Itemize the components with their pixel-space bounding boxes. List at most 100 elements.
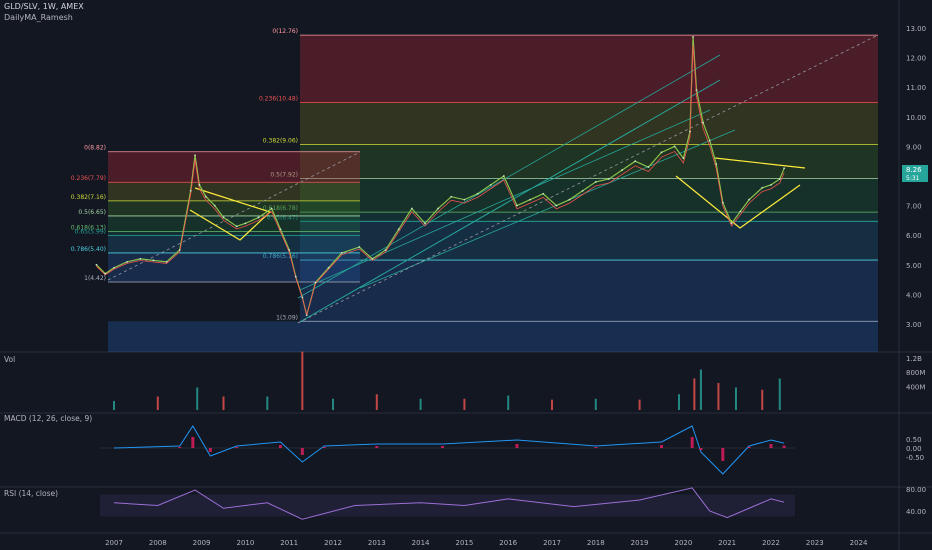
fib-level-label: 1(3.09) xyxy=(276,314,298,321)
price-point xyxy=(555,204,558,207)
rsi-band xyxy=(100,494,795,517)
fib-zone xyxy=(108,151,360,183)
price-point xyxy=(104,272,107,275)
macd-axis: 0.500.00-0.50 xyxy=(906,436,924,462)
macd-histogram-bar xyxy=(375,446,379,448)
volume-bar xyxy=(693,378,696,410)
volume-bar xyxy=(222,396,225,410)
macd-series xyxy=(100,425,795,475)
time-tick: 2010 xyxy=(236,539,254,547)
macd-tick: -0.50 xyxy=(906,454,924,462)
time-tick: 2022 xyxy=(762,539,780,547)
price-point xyxy=(647,166,650,169)
fib-level-label: 1(4.42) xyxy=(84,275,106,282)
volume-bar xyxy=(678,394,681,410)
indicator-label[interactable]: DailyMA_Ramesh xyxy=(4,13,73,22)
fib-zone xyxy=(300,35,878,103)
fib-zone xyxy=(300,260,878,322)
price-point xyxy=(489,183,492,186)
price-point xyxy=(113,266,115,269)
price-point xyxy=(314,281,317,284)
fib-retracement-small[interactable]: 0(8.82) 0.236(7.79) 0.382(7.16) 0.5(6.65) 0.… xyxy=(71,145,360,283)
price-point xyxy=(692,35,694,38)
price-point xyxy=(397,228,400,231)
fib-zone xyxy=(300,212,878,222)
fib-zone xyxy=(300,221,878,261)
price-point xyxy=(660,151,663,154)
volume-axis: 1.2B 800M 400M xyxy=(906,355,925,392)
fib-level-label: 0.236(7.79) xyxy=(71,175,106,182)
macd-histogram-bar xyxy=(235,447,239,448)
time-tick: 2012 xyxy=(324,539,342,547)
time-tick: 2017 xyxy=(543,539,561,547)
price-tick: 6.00 xyxy=(906,232,922,240)
price-point xyxy=(410,207,413,210)
price-point xyxy=(783,167,786,170)
price-point xyxy=(739,210,742,213)
trend-channel[interactable] xyxy=(107,34,879,324)
price-series[interactable] xyxy=(95,35,786,317)
fib-level-label: 0.618(6.78) xyxy=(263,205,298,212)
price-point xyxy=(189,189,192,192)
rsi-tick: 40.00 xyxy=(906,508,926,516)
triangle-patterns[interactable] xyxy=(189,157,806,241)
price-point xyxy=(152,259,155,262)
macd-tick: 0.50 xyxy=(906,436,922,444)
price-point xyxy=(294,275,297,278)
macd-histogram-bar xyxy=(594,447,598,448)
fib-level-label: 0.786(5.16) xyxy=(263,253,298,260)
time-tick: 2021 xyxy=(718,539,736,547)
price-tick: 13.00 xyxy=(906,25,926,33)
volume-bar xyxy=(734,387,737,410)
price-point xyxy=(139,257,142,260)
macd-histogram-bar xyxy=(747,447,751,448)
fib-level-label: 0.382(9.06) xyxy=(263,138,298,145)
fib-zone xyxy=(300,178,878,213)
fib-zone xyxy=(108,235,360,253)
price-point xyxy=(305,314,308,317)
price-point xyxy=(437,207,440,210)
chart-symbol-title[interactable]: GLD/SLV, 1W, AMEX xyxy=(4,2,84,11)
time-tick: 2013 xyxy=(368,539,386,547)
fib-zone xyxy=(108,200,360,216)
price-point xyxy=(198,183,201,186)
price-point xyxy=(384,249,387,251)
time-tick: 2016 xyxy=(499,539,517,547)
price-point xyxy=(594,181,597,183)
price-tick: 4.00 xyxy=(906,291,922,299)
time-tick: 2015 xyxy=(455,539,473,547)
time-tick: 2009 xyxy=(193,539,211,547)
time-tick: 2020 xyxy=(674,539,692,547)
price-point xyxy=(715,163,718,166)
volume-tick: 400M xyxy=(906,384,925,392)
fib-level-label: 0(12.76) xyxy=(272,28,298,35)
fib-level-label: 0.236(10.48) xyxy=(259,96,298,103)
volume-bar xyxy=(419,398,422,410)
rsi-axis: 80.00 40.00 xyxy=(906,486,926,516)
volume-bar xyxy=(551,399,553,410)
macd-histogram-bar xyxy=(322,447,326,448)
price-point xyxy=(581,189,584,192)
price-tick: 12.00 xyxy=(906,55,926,63)
volume-bar xyxy=(761,389,764,410)
volume-bar xyxy=(266,396,269,410)
fib-level-label: 0(8.82) xyxy=(84,145,106,152)
price-point xyxy=(730,222,733,225)
volume-tick: 800M xyxy=(906,369,925,377)
volume-bar xyxy=(507,395,510,410)
time-axis[interactable]: 2007 2008 2009 2010 2011 2012 2013 2014 2015 2016… xyxy=(105,539,868,547)
macd-histogram-bar xyxy=(769,444,773,448)
fib-level-label: 0.65(6.47) xyxy=(267,214,298,221)
price-tick: 11.00 xyxy=(906,84,926,92)
price-point xyxy=(244,222,247,225)
rsi-series xyxy=(100,487,795,520)
volume-bar xyxy=(594,398,597,410)
macd-histogram-bar xyxy=(699,448,703,450)
volume-bar xyxy=(778,378,781,410)
price-point xyxy=(126,260,129,263)
fib-zone xyxy=(108,252,360,282)
fib-retracement-large[interactable]: 0(12.76) 0.236(10.48) 0.382(9.06) 0.5(7.92)… xyxy=(108,28,878,352)
macd-histogram-bar xyxy=(690,437,694,448)
price-point xyxy=(621,169,623,171)
